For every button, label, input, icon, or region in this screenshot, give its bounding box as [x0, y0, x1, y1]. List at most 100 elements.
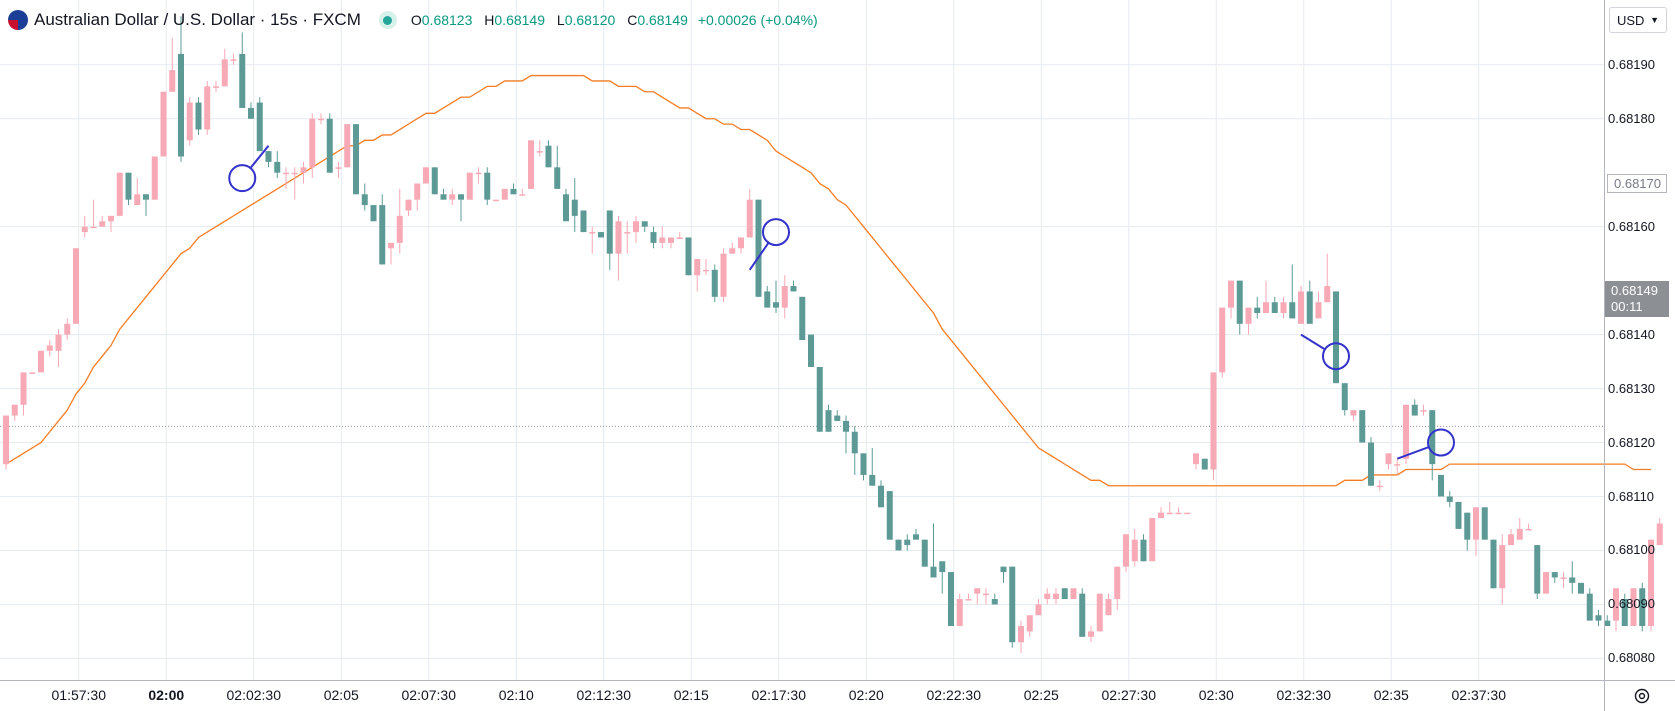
candle-body: [1481, 507, 1488, 540]
drawing-circle: [228, 164, 257, 193]
candle: [344, 124, 351, 168]
candle: [694, 259, 701, 292]
market-status-icon[interactable]: [378, 11, 397, 29]
candle: [396, 188, 403, 254]
candle-body: [1499, 545, 1506, 589]
candle: [1473, 507, 1479, 556]
candle: [195, 97, 202, 135]
candle: [1604, 615, 1611, 627]
candle: [361, 183, 368, 211]
circle-ray-drawing[interactable]: [228, 145, 270, 193]
candle-body: [598, 232, 604, 238]
candle: [904, 534, 911, 551]
candle: [64, 318, 71, 340]
candle-body: [580, 210, 587, 233]
drawing-annotations[interactable]: [228, 145, 1455, 460]
candle: [738, 237, 744, 254]
low-key: L: [556, 12, 565, 28]
candle: [799, 296, 806, 340]
candle-body: [1595, 615, 1602, 621]
candle-body: [1105, 599, 1112, 616]
candle-body: [1184, 512, 1191, 515]
candle-body: [1648, 539, 1654, 627]
candle-body: [545, 145, 552, 168]
price-tick-label: 0.68110: [1608, 488, 1655, 504]
candle-body: [1079, 593, 1086, 637]
candle: [1341, 383, 1348, 416]
candle: [869, 447, 876, 486]
candle: [1079, 588, 1086, 637]
candle-body: [1473, 507, 1479, 540]
candle-body: [1525, 528, 1532, 531]
candle-body: [939, 561, 946, 573]
candle: [46, 340, 53, 357]
candle: [965, 593, 972, 601]
circle-ray-drawing[interactable]: [1396, 428, 1455, 460]
candle-body: [20, 372, 27, 405]
candle: [274, 151, 281, 179]
time-tick-label: 02:30: [1198, 687, 1234, 703]
drawing-ray: [1396, 446, 1430, 460]
candle-body: [1009, 566, 1016, 643]
candle-body: [1245, 307, 1252, 324]
candle: [11, 404, 18, 421]
candle-body: [283, 172, 289, 175]
candle-body: [1254, 307, 1261, 314]
candle: [1595, 609, 1602, 627]
candle: [1368, 437, 1374, 486]
candle-body: [746, 199, 753, 238]
candle-body: [38, 350, 44, 373]
candle: [851, 426, 858, 475]
candle-body: [274, 161, 281, 173]
currency-select[interactable]: USD ▼: [1609, 7, 1667, 33]
candle-body: [213, 86, 219, 88]
candle-body: [1114, 566, 1121, 600]
candle: [1350, 410, 1357, 421]
candle: [676, 232, 683, 239]
candle: [1438, 474, 1444, 497]
settings-gear-icon[interactable]: [1631, 685, 1653, 707]
circle-ray-drawing[interactable]: [748, 218, 790, 271]
candle-body: [1280, 302, 1287, 314]
candle-body: [291, 172, 298, 175]
candle: [466, 172, 473, 200]
candle-body: [1630, 588, 1637, 627]
candle: [1656, 518, 1663, 546]
candle-body: [799, 296, 806, 340]
candle-body: [1158, 512, 1164, 519]
candle-body: [1236, 280, 1243, 324]
candle-body: [493, 199, 499, 202]
candle-body: [860, 453, 867, 475]
candlestick-series: [3, 16, 1663, 654]
currency-label: USD: [1617, 12, 1645, 28]
candle: [1429, 410, 1436, 481]
candle-body: [423, 167, 429, 184]
candle: [449, 188, 456, 206]
symbol-title[interactable]: Australian Dollar / U.S. Dollar · 15s · …: [34, 10, 361, 29]
candle-body: [1403, 404, 1409, 459]
candle: [405, 199, 412, 216]
close-key: C: [627, 12, 638, 28]
drawing-circle: [762, 218, 790, 247]
candle: [1543, 572, 1549, 594]
candle-body: [886, 491, 893, 540]
candle: [55, 329, 62, 367]
candle-body: [256, 102, 263, 152]
candle: [1315, 291, 1322, 319]
candle-body: [405, 199, 412, 211]
candle-body: [974, 588, 981, 594]
candle-body: [1490, 539, 1497, 589]
candle-body: [300, 167, 307, 173]
candle: [431, 167, 438, 195]
candle: [1166, 501, 1173, 515]
candle: [1035, 599, 1042, 616]
circle-ray-drawing[interactable]: [1300, 333, 1350, 371]
candle: [186, 97, 193, 146]
candle-body: [1578, 582, 1584, 594]
candle-body: [659, 237, 666, 243]
drawing-ray: [249, 145, 270, 169]
candle-body: [895, 539, 902, 551]
candle-body: [475, 172, 482, 175]
candle-body: [151, 156, 158, 200]
